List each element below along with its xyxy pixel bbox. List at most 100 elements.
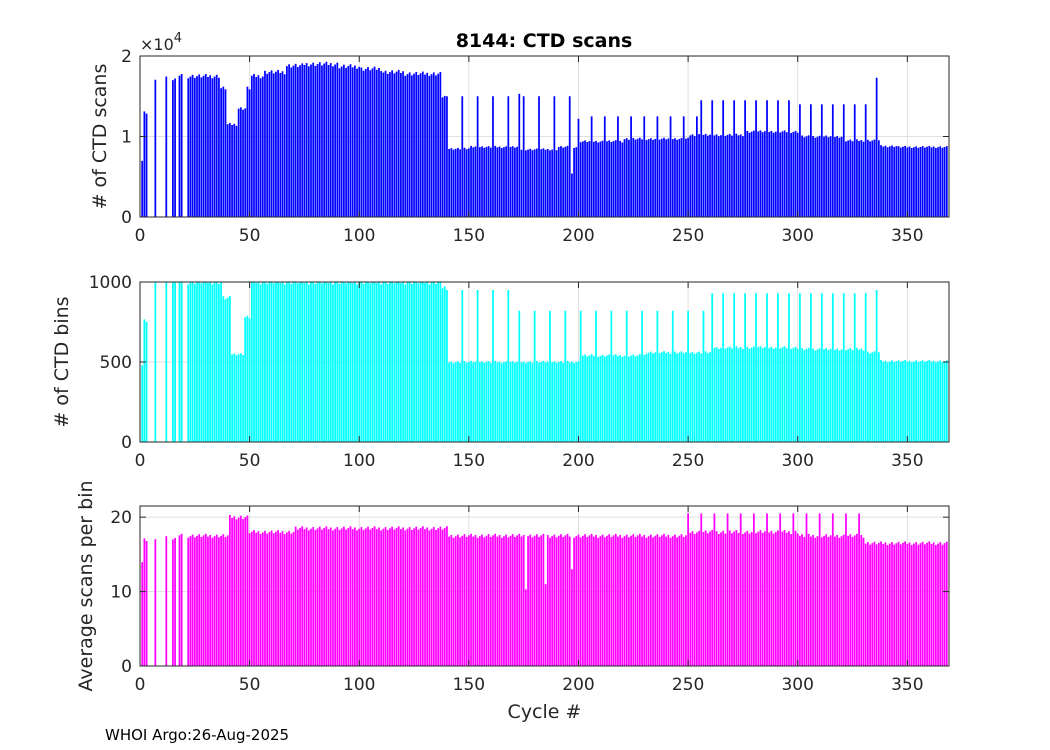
x-tick-label: 0 [135,226,146,246]
bar [910,362,913,442]
bar [292,65,295,217]
bar [880,541,882,666]
bar [654,138,657,217]
bar [612,355,615,442]
bar [209,75,212,217]
bar [783,530,786,666]
bar [270,282,273,442]
bar [202,535,205,666]
bar [270,70,273,217]
bar [919,361,922,442]
bar [573,148,575,217]
bar [669,353,672,442]
bar [172,282,174,442]
bar [141,160,144,217]
bar [595,534,597,666]
bar [538,362,540,442]
bar [829,535,832,666]
bar [154,539,157,666]
bar [428,530,431,666]
bar [937,543,939,666]
bar [709,531,711,666]
bar [720,532,722,666]
bar [189,76,192,217]
bar [207,282,209,442]
bar [336,282,339,442]
bar [193,283,196,442]
bar [198,282,201,442]
bar [325,282,328,442]
bar [801,135,803,217]
bar [805,348,808,442]
bar [595,140,597,217]
bar [934,148,937,217]
bar [891,360,893,442]
bar [617,536,619,666]
bar [746,346,749,442]
bar [360,527,363,666]
bar [744,293,746,442]
bar [531,150,534,217]
bar [926,146,928,217]
bar [757,131,760,217]
bar [496,536,499,666]
bar [770,130,773,217]
bar [310,528,312,666]
bar [196,282,198,442]
bar [505,361,508,442]
bar [597,356,600,442]
bar [454,148,457,217]
bar [402,527,404,666]
bar [454,536,457,666]
bar [665,352,668,442]
bar [318,62,321,218]
bar [603,356,606,442]
bar [823,535,825,666]
bar [733,100,736,217]
bar [796,348,799,442]
x-tick-label: 300 [781,675,813,695]
bar [452,363,455,442]
bar [682,116,685,218]
bar [207,536,209,666]
bar [649,534,652,666]
bar [908,542,911,666]
bar [187,537,190,666]
bar [336,527,339,666]
bar [209,282,212,442]
bar [250,531,253,666]
x-tick-label: 0 [135,451,146,471]
bar [279,532,282,666]
bar [590,354,593,442]
bar [448,536,450,666]
bar [796,533,799,666]
bar [222,534,225,666]
bar [415,526,418,666]
bar [303,282,306,442]
bar [191,534,194,666]
bar [584,534,586,666]
bar [709,134,711,217]
bar [671,139,674,217]
bar [667,534,670,666]
bar [812,534,814,666]
bar [768,347,771,442]
bar [305,282,308,442]
y-tick-label: 500 [100,353,132,373]
bar [658,353,661,442]
bar [691,531,694,666]
bar [643,355,646,442]
bar [557,362,560,442]
bar [702,134,705,217]
bar [430,528,433,666]
bar [799,104,801,217]
bar [191,282,194,442]
bar [586,142,589,217]
bar [744,100,746,217]
bar [459,149,461,217]
bar [886,545,889,666]
bar [742,136,744,217]
bar [351,282,354,442]
bar [888,146,891,217]
bar [831,104,834,217]
